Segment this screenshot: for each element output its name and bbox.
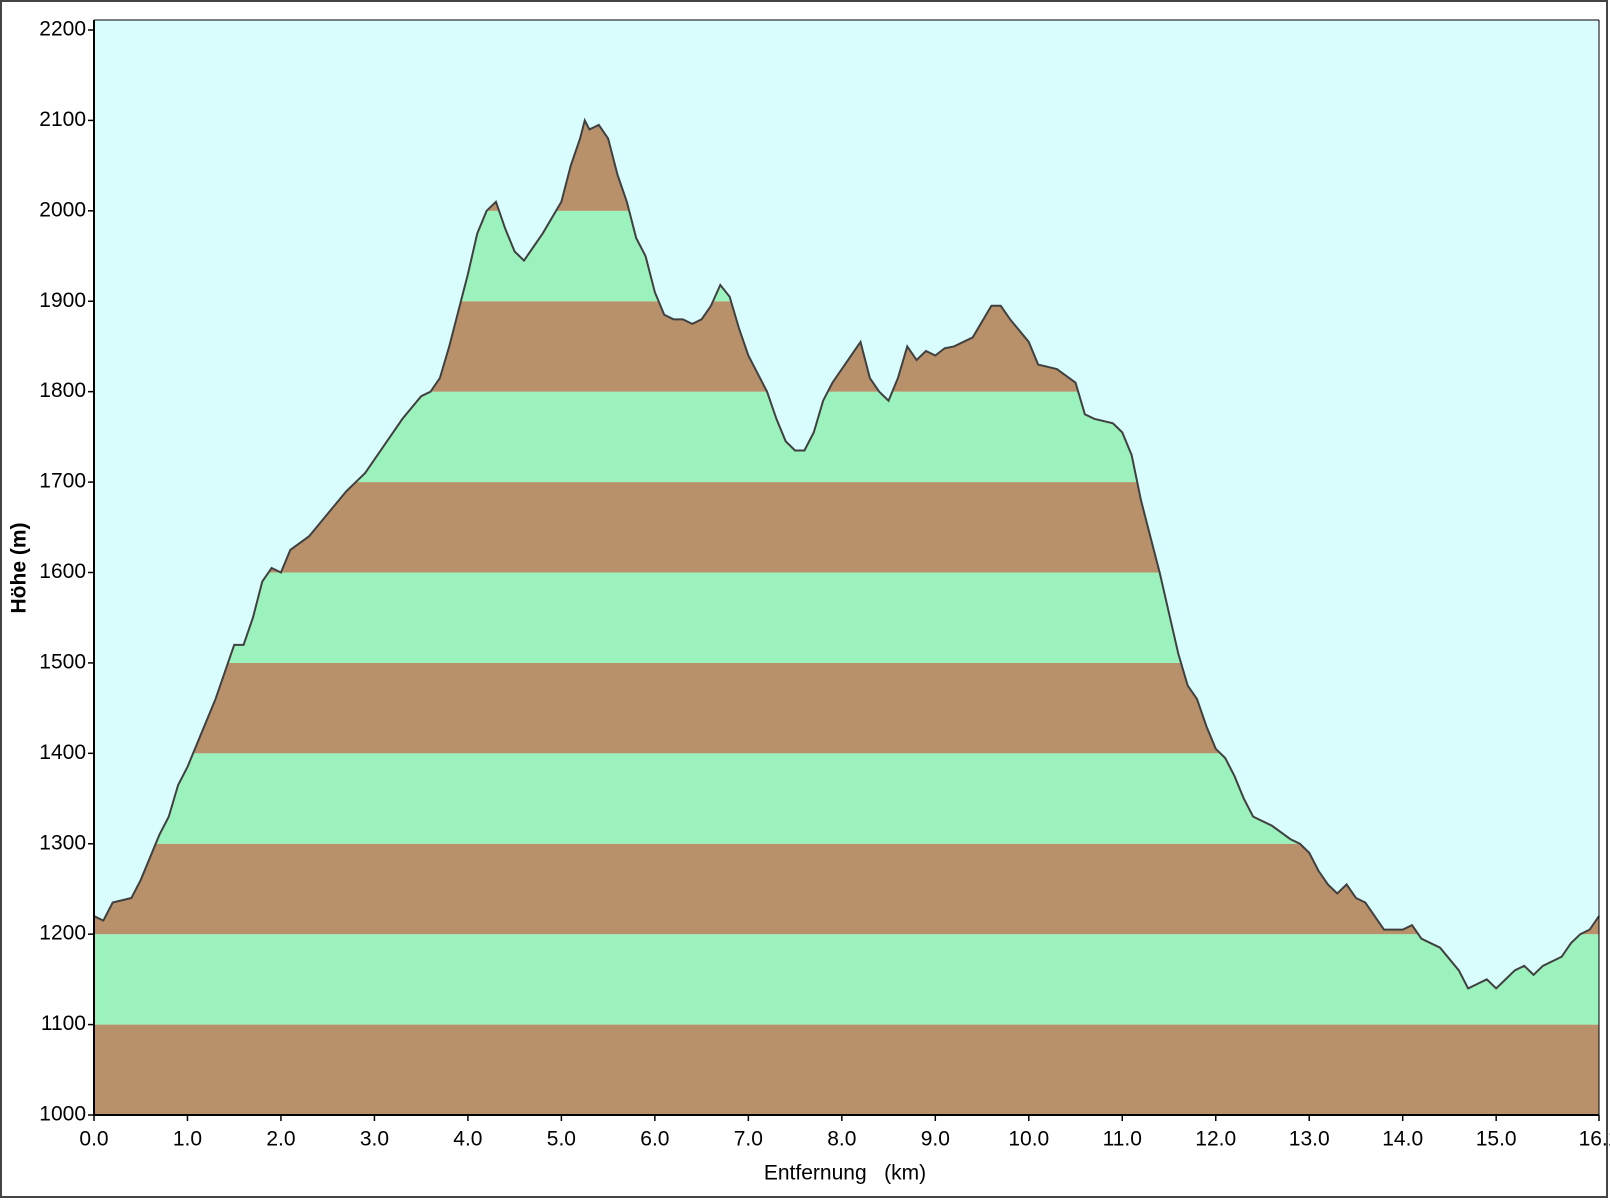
x-tick-label: 5.0	[547, 1128, 576, 1151]
y-tick-label: 1500	[39, 650, 86, 673]
y-tick-label: 1100	[41, 1012, 86, 1035]
y-tick-label: 1600	[39, 560, 86, 583]
y-axis-label: Höhe (m)	[8, 523, 31, 614]
x-tick-label: 11.0	[1103, 1128, 1142, 1151]
x-tick-label: 13.0	[1289, 1128, 1330, 1151]
x-tick-label: 9.0	[921, 1128, 950, 1151]
x-tick-label: 3.0	[360, 1128, 389, 1151]
y-tick-label: 1900	[39, 289, 86, 312]
x-tick-label: 0.0	[79, 1128, 108, 1151]
y-tick-label: 1000	[39, 1103, 86, 1126]
x-tick-label: 7.0	[734, 1128, 763, 1151]
x-tick-label: 6.0	[640, 1128, 669, 1151]
profile-line	[93, 117, 1600, 990]
x-tick-label: 2.0	[266, 1128, 295, 1151]
elevation-band	[94, 1024, 1599, 1115]
x-axis-label: Entfernung (km)	[764, 1162, 926, 1185]
x-tick-label: 15.0	[1476, 1128, 1517, 1151]
x-tick-label: 4.0	[453, 1128, 482, 1151]
x-tick-label: 1.0	[173, 1128, 202, 1151]
x-tick-label: 8.0	[827, 1128, 856, 1151]
y-tick-label: 1200	[39, 922, 86, 945]
x-tick-label: 14.0	[1382, 1128, 1423, 1151]
y-tick-label: 1800	[39, 379, 86, 402]
y-tick-label: 1400	[39, 741, 86, 764]
y-tick-label: 2100	[39, 108, 86, 131]
y-tick-label: 1700	[39, 470, 86, 493]
y-tick-label: 2000	[39, 198, 86, 221]
y-tick-label: 1300	[39, 831, 86, 854]
elevation-band	[94, 934, 1599, 1025]
x-tick-label: 12.0	[1195, 1128, 1236, 1151]
x-tick-label: 10.0	[1008, 1128, 1049, 1151]
x-tick-label: 16.1	[1579, 1128, 1610, 1151]
y-tick-label: 2200	[39, 18, 86, 41]
